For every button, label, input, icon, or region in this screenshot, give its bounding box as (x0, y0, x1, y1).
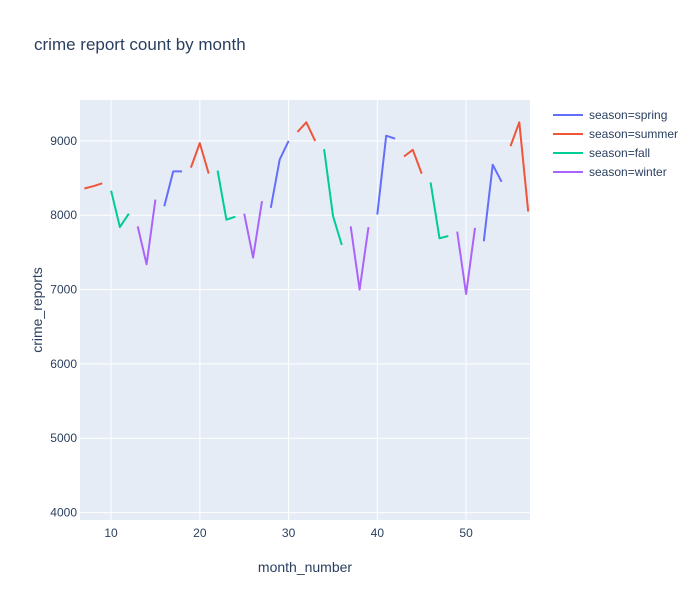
legend-item-spring[interactable]: season=spring (553, 108, 667, 122)
legend-label: season=fall (589, 146, 650, 160)
series-line-spring (376, 134, 396, 215)
series-line-spring (269, 140, 290, 208)
series-line-fall (323, 148, 343, 246)
chart-title: crime report count by month (34, 35, 246, 54)
legend-label: season=spring (589, 108, 667, 122)
y-tick-label: 6000 (50, 357, 77, 371)
legend-label: season=winter (589, 165, 667, 179)
series-line-summer (84, 182, 103, 190)
axis-ticks: 10 20 30 40 50 4000 5000 6000 7000 8000 9000 (50, 134, 473, 540)
series-line-fall (110, 190, 130, 229)
y-tick-label: 8000 (50, 208, 77, 222)
series-lines (84, 121, 530, 295)
series-line-spring (482, 163, 503, 242)
x-tick-label: 10 (104, 526, 118, 540)
series-line-fall (216, 170, 236, 221)
legend-item-winter[interactable]: season=winter (553, 165, 667, 179)
series-line-fall (429, 182, 449, 240)
legend[interactable]: season=spring season=summer season=fall sea… (553, 108, 678, 179)
series-line-winter (243, 200, 263, 259)
series-line-summer (189, 142, 210, 174)
series-line-summer (509, 121, 530, 212)
legend-label: season=summer (589, 127, 678, 141)
y-axis-label: crime_reports (29, 267, 45, 353)
y-tick-label: 9000 (50, 134, 77, 148)
series-line-spring (163, 170, 183, 207)
y-tick-label: 7000 (50, 283, 77, 297)
y-tick-label: 4000 (50, 506, 77, 520)
series-line-winter (136, 199, 157, 266)
x-tick-label: 50 (459, 526, 473, 540)
series-line-summer (403, 148, 423, 174)
legend-item-summer[interactable]: season=summer (553, 127, 678, 141)
y-tick-label: 5000 (50, 431, 77, 445)
x-tick-label: 40 (371, 526, 385, 540)
series-line-winter (349, 226, 370, 291)
gridlines (80, 100, 530, 520)
legend-item-fall[interactable]: season=fall (553, 146, 650, 160)
plot-area (80, 100, 530, 520)
x-tick-label: 30 (282, 526, 296, 540)
x-tick-label: 20 (193, 526, 207, 540)
x-axis-label: month_number (258, 559, 353, 575)
series-line-winter (456, 227, 476, 295)
series-line-summer (296, 121, 317, 142)
